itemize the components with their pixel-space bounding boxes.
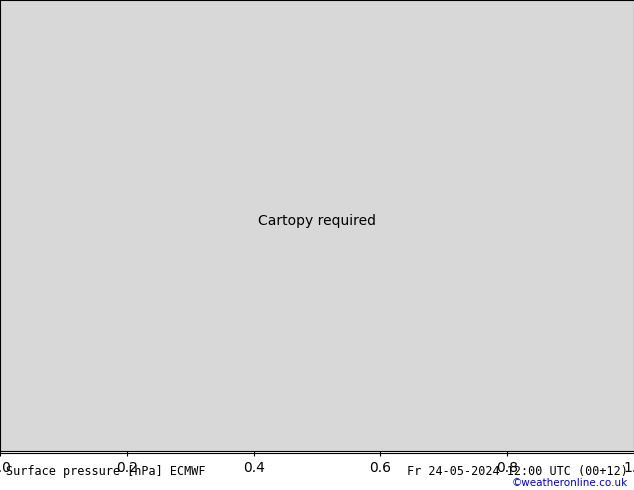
Text: ©weatheronline.co.uk: ©weatheronline.co.uk [512, 478, 628, 488]
Text: Surface pressure [hPa] ECMWF: Surface pressure [hPa] ECMWF [6, 465, 206, 478]
Text: Fr 24-05-2024 12:00 UTC (00+12): Fr 24-05-2024 12:00 UTC (00+12) [407, 465, 628, 478]
Text: Cartopy required: Cartopy required [258, 215, 376, 228]
